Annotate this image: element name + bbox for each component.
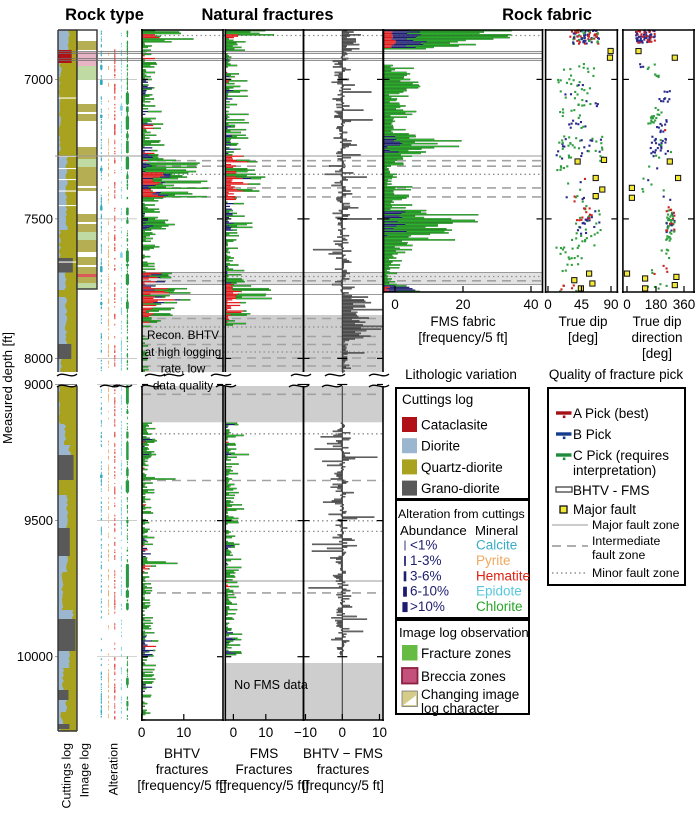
svg-text:Changing image: Changing image [421, 687, 519, 702]
svg-text:−10: −10 [294, 725, 317, 740]
svg-text:Recon. BHTV: Recon. BHTV [147, 328, 219, 342]
svg-text:[frequency/5 ft]: [frequency/5 ft] [418, 330, 507, 345]
svg-text:45: 45 [574, 297, 589, 312]
svg-text:Image log: Image log [78, 743, 92, 798]
svg-text:Lithologic variation: Lithologic variation [405, 367, 517, 382]
svg-text:BHTV - FMS: BHTV - FMS [573, 483, 650, 498]
svg-text:Major fault zone: Major fault zone [592, 518, 680, 532]
svg-text:Pyrite: Pyrite [476, 553, 511, 568]
svg-text:Breccia zones: Breccia zones [421, 669, 506, 684]
svg-text:Image log observation: Image log observation [399, 625, 529, 640]
svg-text:[frequency/5 ft]: [frequency/5 ft] [219, 778, 308, 793]
svg-text:No FMS data: No FMS data [234, 678, 308, 692]
svg-text:9500: 9500 [24, 513, 53, 528]
svg-text:10000: 10000 [17, 649, 53, 664]
svg-text:Calcite: Calcite [476, 538, 517, 553]
svg-text:B Pick: B Pick [573, 427, 612, 442]
svg-text:Epidote: Epidote [476, 584, 522, 599]
svg-text:8000: 8000 [24, 351, 53, 366]
svg-text:10: 10 [372, 725, 387, 740]
svg-text:Grano-diorite: Grano-diorite [421, 481, 500, 496]
svg-text:True dip: True dip [558, 314, 607, 329]
svg-text:fractures: fractures [156, 762, 209, 777]
svg-text:3-6%: 3-6% [410, 568, 442, 583]
svg-text:fault zone: fault zone [592, 548, 645, 562]
svg-text:10: 10 [176, 725, 191, 740]
svg-text:Hematite: Hematite [476, 568, 530, 583]
svg-text:0: 0 [138, 725, 146, 740]
svg-text:180: 180 [645, 297, 668, 312]
svg-text:Abundance: Abundance [400, 523, 467, 538]
svg-text:0: 0 [230, 725, 238, 740]
svg-text:rate, low: rate, low [161, 362, 206, 376]
svg-text:Alteration: Alteration [106, 743, 120, 795]
svg-text:<1%: <1% [410, 538, 437, 553]
svg-text:Quartz-diorite: Quartz-diorite [421, 460, 503, 475]
svg-text:6-10%: 6-10% [410, 584, 449, 599]
svg-text:[deg]: [deg] [568, 330, 598, 345]
svg-text:20: 20 [455, 297, 470, 312]
svg-text:Quality of fracture pick: Quality of fracture pick [549, 367, 684, 382]
svg-text:Mineral: Mineral [475, 523, 518, 538]
svg-text:C Pick (requires: C Pick (requires [573, 448, 669, 463]
svg-text:Intermediate: Intermediate [592, 534, 661, 548]
svg-text:0: 0 [623, 297, 631, 312]
svg-text:Cataclasite: Cataclasite [421, 418, 488, 433]
svg-text:Major fault: Major fault [573, 502, 636, 517]
svg-text:Diorite: Diorite [421, 439, 460, 454]
svg-text:[frequncy/5 ft]: [frequncy/5 ft] [302, 778, 384, 793]
svg-text:360: 360 [673, 297, 696, 312]
svg-text:log character: log character [421, 701, 500, 716]
svg-text:7500: 7500 [24, 211, 53, 226]
svg-text:0: 0 [544, 297, 552, 312]
svg-text:[frequency/5 ft]: [frequency/5 ft] [137, 778, 226, 793]
svg-text:7000: 7000 [24, 72, 53, 87]
svg-text:[deg]: [deg] [642, 346, 672, 361]
svg-text:40: 40 [523, 297, 538, 312]
svg-text:interpretation): interpretation) [573, 463, 656, 478]
svg-text:BHTV: BHTV [164, 746, 200, 761]
svg-text:FMS: FMS [250, 746, 279, 761]
svg-text:0: 0 [391, 297, 399, 312]
svg-text:Minor fault zone: Minor fault zone [592, 566, 680, 580]
svg-text:Rock fabric: Rock fabric [502, 6, 592, 24]
svg-text:Measured depth [ft]: Measured depth [ft] [0, 332, 15, 444]
svg-text:>10%: >10% [410, 599, 445, 614]
svg-text:True dip: True dip [632, 314, 681, 329]
svg-text:90: 90 [603, 297, 618, 312]
svg-text:FMS fabric: FMS fabric [430, 314, 496, 329]
svg-text:9000: 9000 [24, 377, 53, 392]
svg-text:Cuttings log: Cuttings log [60, 743, 74, 809]
svg-text:direction: direction [631, 330, 682, 345]
svg-text:data quality: data quality [153, 378, 213, 392]
svg-text:Fracture zones: Fracture zones [421, 646, 511, 661]
svg-text:Alteration from cuttings: Alteration from cuttings [398, 507, 525, 521]
svg-text:Cuttings log: Cuttings log [402, 392, 473, 407]
svg-text:at high logging: at high logging [145, 345, 222, 359]
svg-text:1-3%: 1-3% [410, 553, 442, 568]
svg-text:BHTV − FMS: BHTV − FMS [303, 746, 383, 761]
svg-text:10: 10 [258, 725, 273, 740]
svg-text:Rock type: Rock type [65, 6, 144, 24]
svg-text:Fractures: Fractures [235, 762, 292, 777]
svg-text:Natural fractures: Natural fractures [201, 6, 333, 24]
svg-text:A Pick (best): A Pick (best) [573, 406, 649, 421]
svg-text:0: 0 [339, 725, 347, 740]
svg-text:Chlorite: Chlorite [476, 599, 523, 614]
svg-text:fractures: fractures [317, 762, 370, 777]
